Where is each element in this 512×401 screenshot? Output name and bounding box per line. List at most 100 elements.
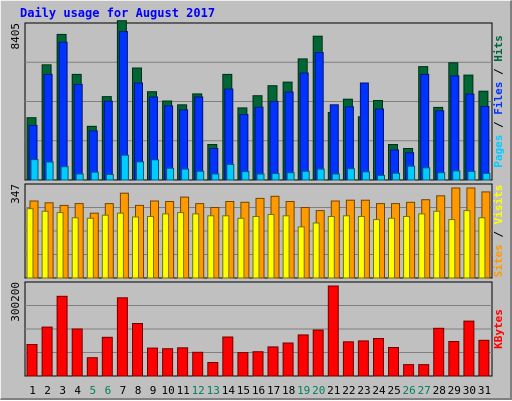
bar-sites-day-14	[222, 215, 230, 279]
bar-sites-day-26	[403, 216, 411, 279]
bar-pages-day-17	[271, 173, 280, 181]
axis-max-label-kbytes: 300200	[9, 282, 22, 322]
bar-kbytes-day-5	[86, 357, 98, 377]
bar-sites-day-16	[252, 216, 260, 279]
bar-sites-day-1	[26, 208, 34, 279]
legend-hits-files-pages: Pages / Files / Hits	[492, 35, 505, 168]
x-tick-label-day-10: 10	[161, 384, 174, 397]
x-tick-label-day-17: 17	[267, 384, 280, 397]
legend-separator: /	[492, 62, 505, 82]
bar-sites-day-30	[463, 210, 471, 279]
bar-sites-day-7	[116, 212, 124, 279]
bar-kbytes-day-31	[478, 339, 490, 377]
bar-sites-day-20	[312, 222, 320, 279]
bar-pages-day-13	[211, 173, 220, 181]
x-tick-label-day-3: 3	[59, 384, 66, 397]
bar-kbytes-day-22	[342, 341, 354, 377]
bar-kbytes-day-6	[101, 336, 113, 377]
bar-kbytes-day-3	[56, 295, 68, 377]
x-tick-label-day-14: 14	[222, 384, 236, 397]
x-tick-label-day-13: 13	[207, 384, 220, 397]
x-tick-label-day-6: 6	[105, 384, 112, 397]
bar-files-day-24	[375, 108, 384, 181]
bar-pages-day-14	[226, 164, 235, 181]
bar-files-day-15	[239, 114, 249, 181]
bar-sites-day-3	[56, 212, 64, 279]
bar-kbytes-day-29	[448, 341, 460, 377]
bar-sites-day-5	[86, 217, 94, 279]
bar-files-day-3	[58, 41, 68, 181]
bar-files-day-27	[420, 73, 430, 181]
bar-pages-day-15	[241, 171, 250, 181]
bar-pages-day-31	[482, 172, 491, 181]
bar-files-day-12	[194, 96, 204, 181]
bar-pages-day-24	[377, 174, 385, 181]
legend-entry-sites: Sites	[492, 244, 505, 277]
bar-pages-day-4	[75, 173, 84, 181]
bar-kbytes-day-15	[237, 352, 249, 377]
bar-pages-day-26	[407, 165, 416, 181]
legend-separator: /	[492, 224, 505, 244]
x-tick-label-day-7: 7	[120, 384, 127, 397]
bar-sites-day-25	[388, 217, 395, 279]
chart-title: Daily usage for August 2017	[20, 6, 216, 20]
x-tick-label-day-26: 26	[402, 384, 415, 397]
axis-max-label-visits-sites: 347	[9, 184, 22, 204]
bar-kbytes-day-26	[403, 364, 415, 377]
legend-entry-files: Files	[492, 82, 505, 115]
x-tick-label-day-5: 5	[89, 384, 96, 397]
axis-max-label-hits-files-pages: 8405	[9, 23, 22, 50]
bar-pages-day-3	[60, 166, 69, 181]
bar-files-day-19	[299, 72, 309, 181]
bar-files-day-17	[269, 100, 279, 181]
bar-sites-day-8	[132, 216, 139, 279]
bar-kbytes-day-10	[162, 348, 174, 377]
x-tick-label-day-20: 20	[312, 384, 325, 397]
bar-pages-day-12	[196, 170, 205, 181]
bar-pages-day-9	[151, 159, 159, 181]
bar-files-day-21	[329, 104, 339, 181]
bar-kbytes-day-18	[282, 342, 294, 377]
bar-files-day-4	[73, 83, 83, 181]
bar-sites-day-21	[327, 216, 335, 279]
bar-pages-day-23	[361, 171, 370, 181]
bar-pages-day-29	[452, 170, 461, 181]
bar-kbytes-day-20	[312, 329, 324, 377]
bar-files-day-29	[450, 75, 460, 181]
bar-kbytes-day-7	[116, 297, 128, 377]
legend-entry-hits: Hits	[492, 35, 505, 62]
bar-pages-day-28	[437, 172, 446, 181]
x-tick-label-day-4: 4	[74, 384, 81, 397]
bar-sites-day-27	[418, 213, 426, 279]
bar-sites-day-12	[192, 213, 200, 279]
x-tick-label-day-24: 24	[372, 384, 386, 397]
bar-kbytes-day-4	[71, 328, 83, 377]
bar-kbytes-day-16	[252, 351, 264, 377]
bar-kbytes-day-2	[41, 326, 53, 377]
x-tick-label-day-9: 9	[150, 384, 157, 397]
x-tick-label-day-15: 15	[237, 384, 250, 397]
x-tick-label-day-21: 21	[327, 384, 340, 397]
bar-pages-day-11	[181, 168, 190, 181]
legend-separator: /	[492, 115, 505, 135]
bar-sites-day-17	[267, 214, 275, 279]
x-tick-label-day-31: 31	[478, 384, 491, 397]
bar-sites-day-15	[237, 217, 245, 279]
bar-sites-day-19	[297, 226, 305, 279]
bar-files-day-28	[435, 110, 445, 181]
bar-pages-day-6	[105, 174, 114, 181]
bar-sites-day-29	[448, 219, 456, 279]
bar-pages-day-16	[256, 173, 265, 181]
bar-sites-day-6	[101, 214, 109, 279]
bar-kbytes-day-27	[418, 364, 430, 377]
x-tick-label-day-22: 22	[342, 384, 355, 397]
x-tick-label-day-25: 25	[387, 384, 400, 397]
bar-pages-day-20	[316, 168, 325, 181]
bar-kbytes-day-12	[192, 351, 204, 377]
bar-kbytes-day-9	[147, 347, 158, 377]
bar-kbytes-day-19	[297, 334, 309, 377]
bar-files-day-31	[480, 106, 490, 181]
bar-kbytes-day-30	[463, 320, 475, 377]
x-tick-label-day-19: 19	[297, 384, 310, 397]
